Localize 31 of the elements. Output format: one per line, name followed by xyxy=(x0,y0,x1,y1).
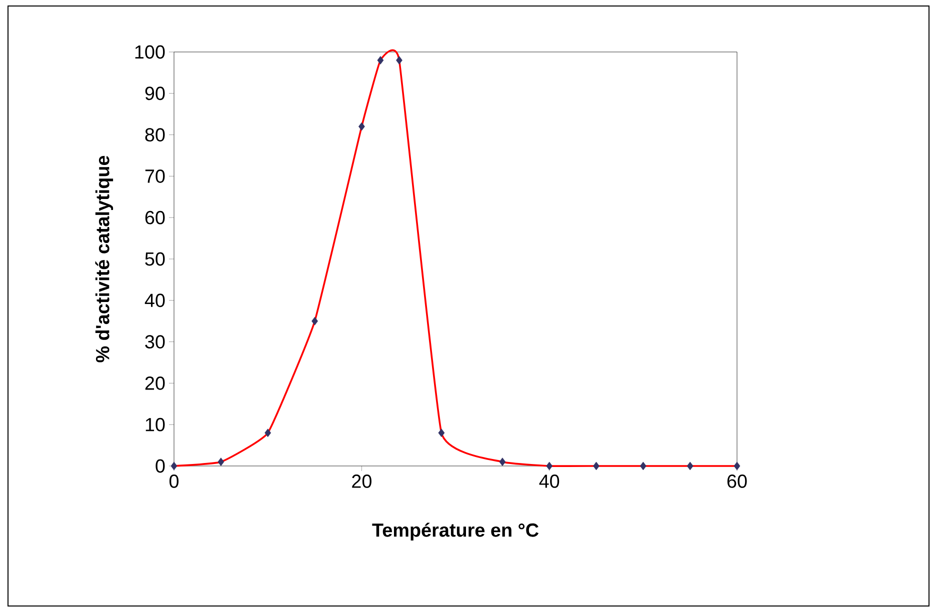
y-tick-label: 40 xyxy=(144,294,165,308)
point xyxy=(734,462,740,470)
y-tick-label: 60 xyxy=(145,210,165,224)
y-tick-label: 50 xyxy=(145,252,165,266)
point xyxy=(546,462,553,470)
point xyxy=(170,462,178,470)
point xyxy=(396,56,402,64)
point xyxy=(358,122,365,131)
point xyxy=(593,462,600,470)
point xyxy=(377,56,384,64)
y-tick-label: 80 xyxy=(145,128,165,142)
point xyxy=(264,428,272,438)
y-tick-label: 0 xyxy=(156,459,165,473)
point xyxy=(438,428,445,438)
x-tick-label: 60 xyxy=(727,474,747,488)
x-tick-label: 40 xyxy=(539,474,560,488)
x-tick-label: 20 xyxy=(352,474,372,488)
point xyxy=(218,458,224,466)
point xyxy=(686,462,694,470)
point xyxy=(312,316,318,326)
y-tick-label: 70 xyxy=(145,169,165,183)
y-axis-title: % d'activité catalytique xyxy=(95,156,114,362)
x-tick-label: 0 xyxy=(169,474,179,488)
y-tick-label: 10 xyxy=(146,418,165,432)
y-tick-label: 90 xyxy=(145,86,165,100)
point xyxy=(499,458,506,466)
point xyxy=(640,462,646,470)
x-axis-title: Température en °C xyxy=(372,522,539,541)
y-tick-label: 20 xyxy=(145,376,165,390)
y-tick-label: 30 xyxy=(145,335,165,348)
y-tick-label: 100 xyxy=(135,45,165,59)
